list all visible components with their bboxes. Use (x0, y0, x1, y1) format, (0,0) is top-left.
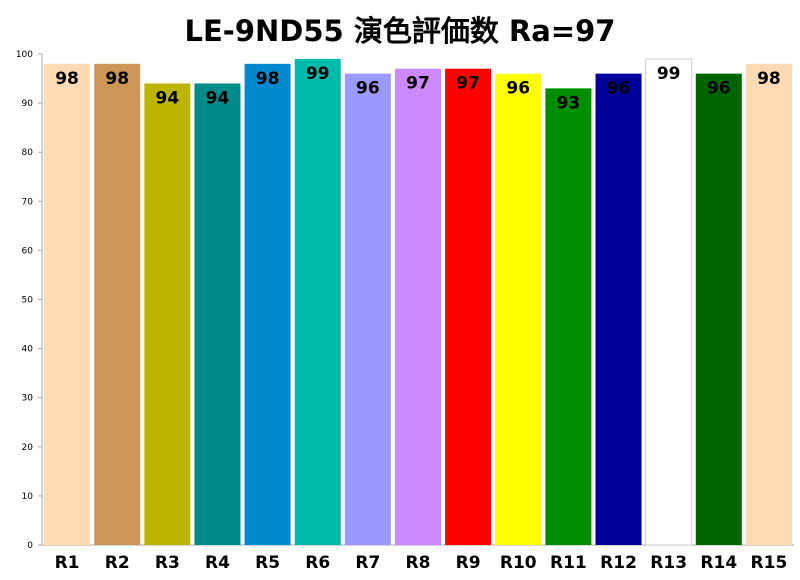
chart-title: LE-9ND55 演色評価数 Ra=97 (184, 14, 616, 48)
y-tick-label: 50 (22, 296, 34, 306)
x-tick-label-r3: R3 (155, 553, 180, 573)
data-label-r1: 98 (55, 69, 79, 89)
bar-r8 (395, 68, 441, 545)
bar-r11 (545, 88, 592, 546)
data-label-r13: 99 (657, 64, 681, 84)
bar-r9 (445, 68, 492, 545)
data-label-r15: 98 (757, 69, 781, 89)
bar-r14 (695, 73, 742, 545)
x-tick-label-r7: R7 (355, 553, 380, 573)
x-tick-label-r13: R13 (650, 553, 687, 573)
x-axis: R1 R2 R3 R4 R5 R6 R7 R8 R9 R10 R11 R12 R13 R14 R15 (55, 553, 788, 573)
x-tick-label-r14: R14 (700, 553, 737, 573)
y-tick-label: 0 (27, 541, 33, 551)
x-tick-label-r11: R11 (550, 553, 587, 573)
bar-r1 (44, 63, 91, 545)
data-label-r12: 96 (607, 79, 631, 99)
x-tick-label-r1: R1 (55, 553, 80, 573)
data-label-r2: 98 (105, 69, 129, 89)
y-tick-label: 30 (22, 394, 34, 404)
data-label-r4: 94 (206, 88, 230, 108)
data-label-r6: 99 (306, 64, 330, 84)
y-tick-label: 70 (22, 197, 34, 207)
y-tick-label: 100 (16, 50, 33, 60)
bar-r6 (294, 58, 341, 545)
y-tick-label: 60 (22, 246, 34, 256)
data-label-r5: 98 (256, 69, 280, 89)
data-label-r10: 96 (506, 79, 530, 99)
bar-r3 (144, 83, 191, 546)
x-tick-label-r4: R4 (205, 553, 230, 573)
y-tick-label: 40 (22, 345, 34, 355)
x-tick-label-r10: R10 (500, 553, 537, 573)
bars (44, 58, 792, 546)
x-tick-label-r2: R2 (105, 553, 130, 573)
data-labels: 98 98 94 94 98 99 96 97 97 96 93 96 99 96 98 (55, 64, 781, 113)
bar-r7 (344, 73, 391, 545)
x-tick-label-r15: R15 (751, 553, 788, 573)
data-label-r8: 97 (406, 74, 430, 94)
x-tick-label-r8: R8 (406, 553, 431, 573)
bar-r4 (194, 83, 241, 546)
y-tick-label: 80 (22, 148, 34, 158)
bar-r13 (645, 58, 693, 546)
data-label-r14: 96 (707, 79, 731, 99)
x-tick-label-r12: R12 (600, 553, 637, 573)
bar-r15 (745, 63, 792, 545)
y-tick-label: 20 (22, 443, 34, 453)
data-label-r3: 94 (155, 88, 179, 108)
data-label-r7: 96 (356, 79, 380, 99)
data-label-r11: 93 (557, 93, 581, 113)
y-tick-label: 90 (22, 99, 34, 109)
bar-r10 (495, 73, 542, 545)
bar-r5 (244, 63, 291, 545)
data-label-r9: 97 (456, 74, 480, 94)
bar-r12 (595, 73, 642, 545)
x-tick-label-r6: R6 (305, 553, 330, 573)
bar-r2 (94, 63, 141, 545)
x-tick-label-r5: R5 (255, 553, 280, 573)
x-tick-label-r9: R9 (456, 553, 481, 573)
y-tick-label: 10 (22, 492, 34, 502)
